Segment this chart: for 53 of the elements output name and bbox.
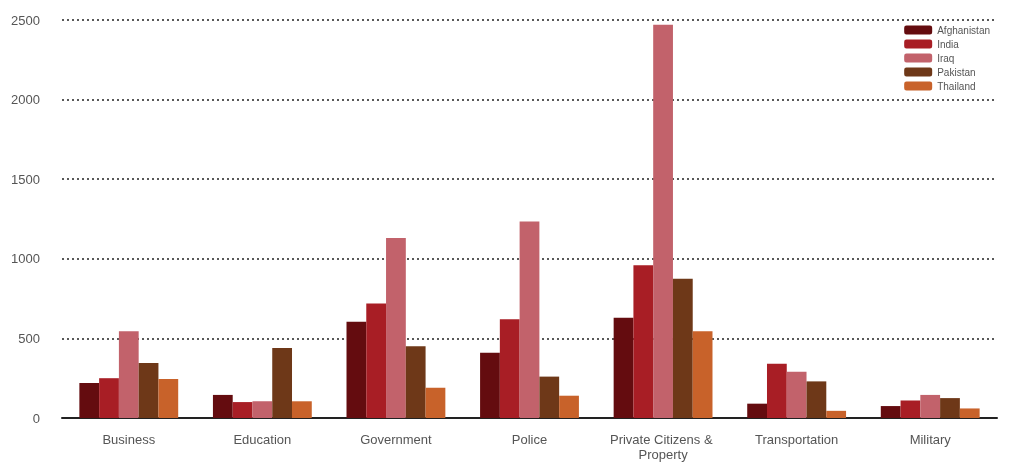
bar	[79, 382, 100, 418]
legend-label: Iraq	[937, 52, 955, 64]
bar	[499, 319, 520, 418]
x-tick-label: Government	[360, 432, 433, 447]
legend-label: Pakistan	[937, 66, 976, 78]
x-tick-label: Business	[102, 432, 156, 447]
bar	[539, 376, 560, 418]
bar	[653, 24, 673, 418]
bar	[158, 379, 179, 418]
bar	[766, 363, 787, 418]
bar	[692, 331, 713, 418]
bar	[613, 317, 634, 418]
y-tick-label: 1000	[11, 251, 40, 267]
bar	[880, 406, 901, 418]
bar	[959, 408, 980, 418]
bar	[99, 378, 119, 418]
y-tick-label: 1500	[11, 171, 40, 187]
bar	[806, 381, 827, 418]
bar	[118, 331, 139, 418]
x-tick-label: Military	[909, 432, 952, 447]
bar	[900, 400, 921, 418]
bar	[826, 410, 847, 418]
bar	[480, 352, 500, 418]
bar	[272, 347, 293, 418]
legend-label: Afghanistan	[937, 24, 991, 36]
x-tick-label: Transportation	[754, 432, 839, 447]
bar	[212, 394, 233, 418]
bar	[747, 403, 767, 418]
legend-label: India	[937, 38, 960, 50]
bar	[786, 371, 807, 418]
x-tick-label: Police	[511, 432, 548, 447]
bar	[346, 321, 367, 418]
bar	[920, 394, 941, 418]
bar	[232, 402, 253, 418]
y-tick-label: 0	[32, 410, 40, 426]
bar	[672, 278, 693, 418]
y-tick-label: 2000	[11, 92, 40, 108]
x-tick-label: Education	[233, 432, 292, 447]
bar	[138, 363, 159, 418]
bar	[633, 265, 654, 418]
bar	[559, 395, 579, 418]
bar	[940, 398, 960, 418]
bar	[292, 401, 312, 418]
y-tick-label: 2500	[11, 12, 40, 28]
bar	[386, 238, 406, 418]
bar	[425, 387, 446, 418]
bar	[405, 346, 426, 418]
bar	[366, 303, 387, 418]
y-tick-label: 500	[18, 330, 40, 346]
bar	[252, 401, 273, 418]
legend-label: Thailand	[937, 80, 976, 92]
x-tick-label: Private Citizens & Property	[609, 432, 717, 462]
bar	[519, 221, 540, 418]
